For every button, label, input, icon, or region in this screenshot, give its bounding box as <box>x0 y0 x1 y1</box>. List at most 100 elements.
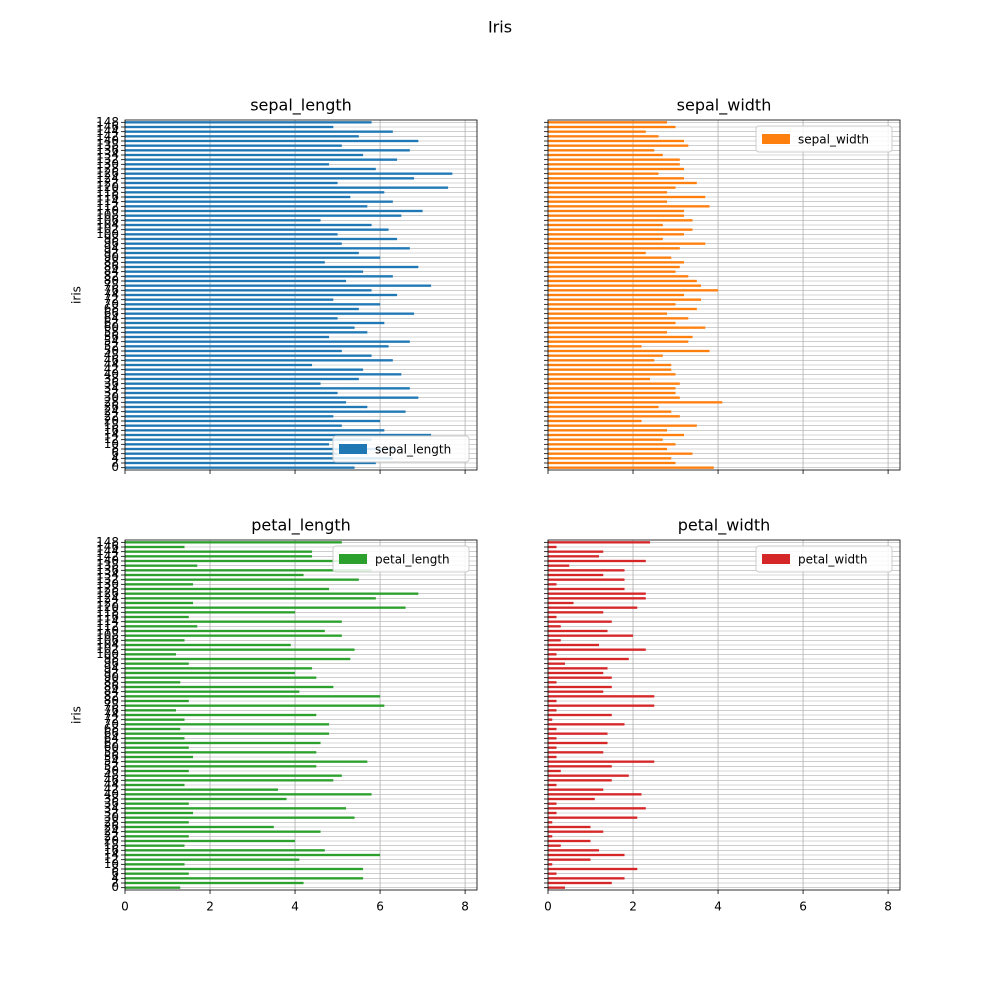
y-tick-label: 32 <box>104 386 119 400</box>
bar <box>548 569 625 572</box>
legend-box <box>332 545 470 573</box>
y-tick-label: 86 <box>104 260 119 274</box>
bar <box>548 601 574 605</box>
y-tick-label: 18 <box>104 418 119 432</box>
bar <box>125 415 334 418</box>
y-tick-label: 114 <box>96 614 119 628</box>
bar <box>548 382 680 385</box>
y-tick-label: 100 <box>96 227 119 241</box>
y-tick-label: 32 <box>104 806 119 820</box>
bar <box>548 284 702 287</box>
bar <box>548 387 676 390</box>
bar <box>125 452 338 455</box>
bar <box>125 597 376 600</box>
x-tick-label: 0 <box>121 900 129 914</box>
bar <box>548 587 625 591</box>
bar <box>548 186 676 189</box>
bar <box>548 373 676 376</box>
x-tick-label: 8 <box>461 900 469 914</box>
bar <box>125 228 389 231</box>
bar <box>125 317 338 320</box>
bar <box>548 821 553 824</box>
y-tick-label: 8 <box>111 862 119 876</box>
bar <box>125 877 364 880</box>
bar <box>125 550 313 553</box>
bar <box>125 438 372 441</box>
bar <box>548 802 557 805</box>
y-tick-label: 112 <box>96 619 119 633</box>
bar <box>125 615 189 619</box>
bar <box>125 298 334 301</box>
bar <box>548 606 638 609</box>
y-tick-label: 120 <box>96 180 119 194</box>
bar <box>125 461 376 465</box>
bar <box>125 765 317 768</box>
bar <box>125 335 330 339</box>
bar <box>548 424 697 427</box>
bar <box>125 732 330 735</box>
bar <box>548 793 642 796</box>
bar <box>548 858 591 861</box>
bar <box>548 564 570 567</box>
subplot: 0246810121416182022242628303234363840424… <box>70 96 478 474</box>
bar <box>548 191 668 194</box>
bar <box>548 326 706 329</box>
bar <box>548 461 676 465</box>
y-tick-label: 52 <box>104 759 119 773</box>
bar <box>125 788 279 791</box>
y-tick-label: 0 <box>111 460 119 474</box>
y-tick-label: 16 <box>104 423 119 437</box>
bar <box>548 447 668 451</box>
bar <box>548 695 655 698</box>
y-tick-label: 106 <box>96 633 119 647</box>
bar <box>125 261 325 264</box>
bar <box>548 270 676 273</box>
bar <box>125 153 364 157</box>
y-tick-label: 144 <box>96 124 119 138</box>
bar <box>548 797 595 801</box>
y-tick-label: 88 <box>104 255 119 269</box>
bar <box>548 228 693 231</box>
y-tick-label: 106 <box>96 213 119 227</box>
bar <box>125 741 321 745</box>
bar <box>125 611 296 614</box>
bar <box>125 555 313 558</box>
subplot: 0246810121416182022242628303234363840424… <box>70 516 478 914</box>
bar <box>548 275 689 278</box>
bar <box>548 307 697 311</box>
y-tick-label: 22 <box>104 409 119 423</box>
bar <box>125 303 381 306</box>
bar <box>548 657 629 661</box>
y-tick-label: 22 <box>104 829 119 843</box>
y-tick-label: 12 <box>104 852 119 866</box>
bar <box>125 396 419 399</box>
y-tick-label: 148 <box>96 535 119 549</box>
y-tick-label: 2 <box>111 456 119 470</box>
y-tick-label: 68 <box>104 722 119 736</box>
y-tick-label: 98 <box>104 232 119 246</box>
x-tick-label: 8 <box>884 900 892 914</box>
bar <box>125 447 398 451</box>
bar <box>548 849 600 852</box>
x-tick-label: 6 <box>799 900 807 914</box>
bar <box>125 121 372 124</box>
bar <box>548 125 676 129</box>
bar <box>548 279 697 283</box>
y-tick-label: 136 <box>96 143 119 157</box>
bar <box>125 429 385 432</box>
bar <box>125 662 189 665</box>
bar <box>548 555 600 558</box>
bar <box>548 340 689 343</box>
y-tick-label: 102 <box>96 222 119 236</box>
bar <box>125 233 338 236</box>
bar <box>125 214 402 217</box>
bar <box>548 153 663 157</box>
bar <box>548 172 659 175</box>
bar <box>125 410 406 413</box>
bar <box>548 671 604 675</box>
bar <box>125 368 364 371</box>
bar <box>125 200 393 203</box>
bar <box>548 723 625 726</box>
bar <box>125 718 185 721</box>
bar <box>125 167 376 171</box>
